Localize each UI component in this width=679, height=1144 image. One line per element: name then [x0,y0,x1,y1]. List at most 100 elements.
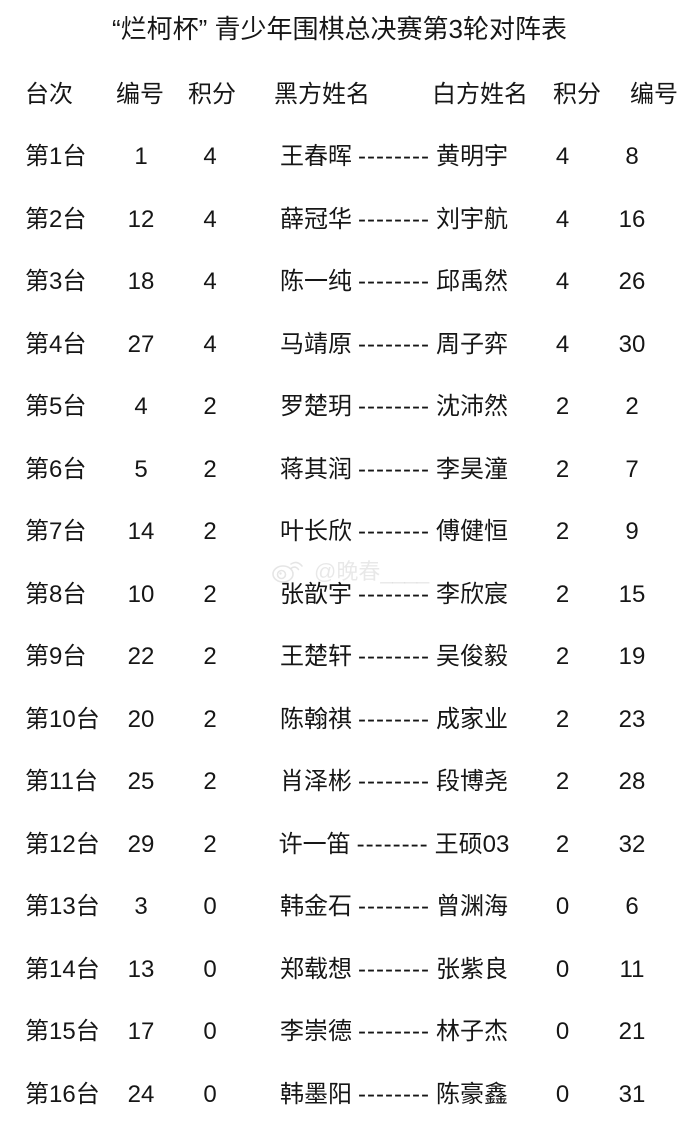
black-number: 13 [110,957,172,983]
black-score: 2 [172,394,248,420]
white-player-name: 刘宇航 [436,206,508,233]
board-label: 第14台 [0,957,110,983]
table-row: 第1台 1 4 王春晖--------黄明宇 4 8 [0,144,679,207]
black-number: 22 [110,644,172,670]
table-row: 第14台 13 0 郑载想--------张紫良 0 11 [0,957,679,1020]
white-score: 2 [540,519,585,545]
black-player-name: 王春晖 [280,143,352,170]
black-score: 2 [172,707,248,733]
white-score: 2 [540,769,585,795]
black-score: 0 [172,1019,248,1045]
white-player-name: 林子杰 [436,1018,508,1045]
black-number: 25 [110,769,172,795]
white-number: 28 [585,769,679,795]
white-player-name: 李昊潼 [436,456,508,483]
table-row: 第13台 3 0 韩金石--------曾渊海 0 6 [0,894,679,957]
pairing-dashes: -------- [352,643,436,670]
board-label: 第12台 [0,832,110,858]
white-player-name: 王硕03 [435,831,510,858]
black-player-name: 许一笛 [279,831,351,858]
table-row: 第15台 17 0 李崇德--------林子杰 0 21 [0,1019,679,1082]
board-label: 第6台 [0,457,110,483]
black-player-name: 韩金石 [280,893,352,920]
pairing-dashes: -------- [352,143,436,170]
header-white-name: 白方姓名 [432,82,528,108]
pairing: 马靖原--------周子弈 [248,332,540,358]
pairing-dashes: -------- [352,268,436,295]
black-player-name: 王楚轩 [280,643,352,670]
white-player-name: 傅健恒 [436,518,508,545]
board-label: 第8台 [0,582,110,608]
pairing: 肖泽彬--------段博尧 [248,769,540,795]
table-header: 台次 编号 积分 黑方姓名 白方姓名 积分 编号 [0,82,679,108]
black-number: 14 [110,519,172,545]
black-player-name: 陈翰祺 [280,706,352,733]
black-score: 0 [172,1082,248,1108]
white-score: 2 [540,582,585,608]
white-score: 2 [540,394,585,420]
white-player-name: 曾渊海 [436,893,508,920]
pairing: 韩墨阳--------陈豪鑫 [248,1082,540,1108]
white-player-name: 周子弈 [436,331,508,358]
pairing-dashes: -------- [351,831,435,858]
pairing: 叶长欣--------傅健恒 [248,519,540,545]
table-row: 第12台 29 2 许一笛--------王硕03 2 32 [0,832,679,895]
pairing: 李崇德--------林子杰 [248,1019,540,1045]
black-number: 20 [110,707,172,733]
header-black-number: 编号 [116,82,164,108]
board-label: 第7台 [0,519,110,545]
table-row: 第11台 25 2 肖泽彬--------段博尧 2 28 [0,769,679,832]
header-black-name: 黑方姓名 [274,82,370,108]
page-title: “烂柯杯” 青少年围棋总决赛第3轮对阵表 [0,14,679,44]
pairing: 张歆宇--------李欣宸 [248,582,540,608]
pairing-dashes: -------- [352,206,436,233]
white-number: 30 [585,332,679,358]
white-number: 2 [585,394,679,420]
black-score: 2 [172,582,248,608]
black-player-name: 郑载想 [280,956,352,983]
board-label: 第1台 [0,144,110,170]
white-player-name: 李欣宸 [436,581,508,608]
pairing: 郑载想--------张紫良 [248,957,540,983]
black-score: 2 [172,769,248,795]
white-score: 4 [540,332,585,358]
white-number: 6 [585,894,679,920]
black-score: 2 [172,644,248,670]
black-score: 0 [172,894,248,920]
pairing: 蒋其润--------李昊潼 [248,457,540,483]
pairing: 陈翰祺--------成家业 [248,707,540,733]
pairing-dashes: -------- [352,956,436,983]
table-row: 第6台 5 2 蒋其润--------李昊潼 2 7 [0,457,679,520]
white-score: 4 [540,144,585,170]
black-number: 3 [110,894,172,920]
black-player-name: 李崇德 [280,1018,352,1045]
board-label: 第5台 [0,394,110,420]
white-player-name: 陈豪鑫 [436,1081,508,1108]
black-player-name: 陈一纯 [280,268,352,295]
white-score: 0 [540,1082,585,1108]
pairing: 许一笛--------王硕03 [248,832,540,858]
pairing-dashes: -------- [352,581,436,608]
pairing-table-page: “烂柯杯” 青少年围棋总决赛第3轮对阵表 台次 编号 积分 黑方姓名 白方姓名 … [0,14,679,1144]
pairing-dashes: -------- [352,1081,436,1108]
black-player-name: 韩墨阳 [280,1081,352,1108]
white-number: 7 [585,457,679,483]
black-score: 0 [172,957,248,983]
black-number: 27 [110,332,172,358]
header-board: 台次 [25,82,73,108]
black-number: 17 [110,1019,172,1045]
black-score: 2 [172,519,248,545]
black-score: 4 [172,144,248,170]
white-number: 8 [585,144,679,170]
white-score: 2 [540,457,585,483]
white-score: 2 [540,832,585,858]
table-row: 第16台 24 0 韩墨阳--------陈豪鑫 0 31 [0,1082,679,1144]
pairing: 王春晖--------黄明宇 [248,144,540,170]
board-label: 第10台 [0,707,110,733]
black-number: 29 [110,832,172,858]
white-number: 15 [585,582,679,608]
black-score: 2 [172,457,248,483]
black-number: 18 [110,269,172,295]
black-player-name: 马靖原 [280,331,352,358]
white-number: 26 [585,269,679,295]
